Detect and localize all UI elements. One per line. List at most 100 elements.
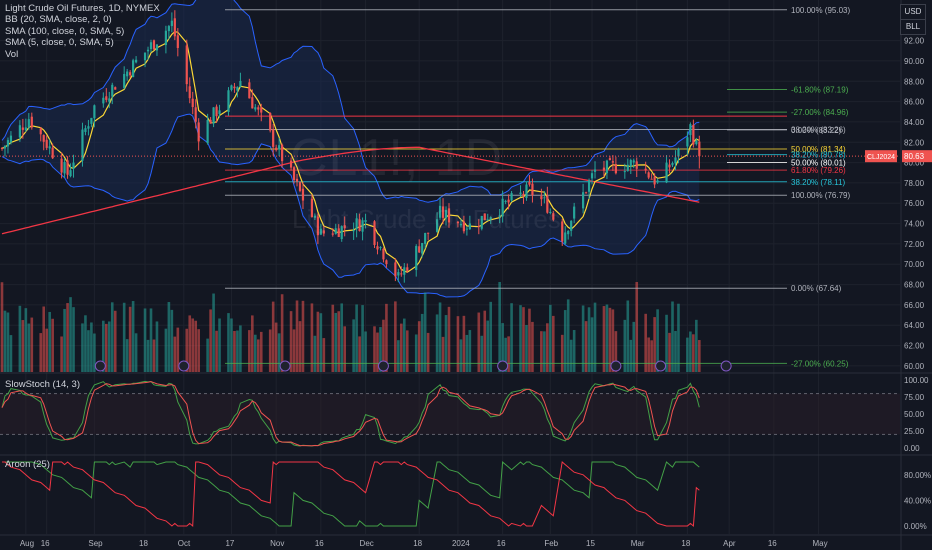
volume-bar <box>584 321 588 372</box>
candle-body <box>51 147 54 159</box>
candle-body <box>298 182 302 191</box>
volume-bar <box>295 300 299 372</box>
candle-body <box>30 116 33 128</box>
candle-body <box>587 180 591 192</box>
volume-bar <box>656 309 659 372</box>
volume-bar <box>110 302 114 372</box>
fib-level-label: 0.00% (67.64) <box>791 284 842 293</box>
volume-bar <box>316 311 320 372</box>
candle-body <box>149 42 153 50</box>
candle-body <box>653 176 656 185</box>
volume-bar <box>531 321 534 372</box>
volume-bar <box>292 329 296 372</box>
volume-bar <box>113 310 117 372</box>
candle-body <box>590 173 594 179</box>
time-axis-tick: 18 <box>139 539 148 548</box>
candle-body <box>257 107 260 110</box>
fib-level-label: 50.00% (80.01) <box>791 158 846 167</box>
volume-bar <box>543 331 546 372</box>
volume-bar <box>549 304 552 372</box>
price-tag-symbol-bg <box>865 150 897 163</box>
candle-body <box>114 87 117 90</box>
volume-bar <box>653 317 656 372</box>
candle-body <box>3 145 7 149</box>
stoch-band <box>0 393 900 435</box>
candle-body <box>543 197 546 199</box>
volume-bar <box>0 282 4 372</box>
legend-indicator[interactable]: BB (20, SMA, close, 2, 0) <box>5 14 112 26</box>
candle-body <box>218 110 221 115</box>
volume-bar <box>379 327 382 372</box>
candle-body <box>185 45 188 85</box>
volume-bar <box>629 339 633 372</box>
currency-bll-button[interactable]: BLL <box>900 19 926 35</box>
aroon-axis-tick: 80.00% <box>904 471 931 480</box>
event-marker-icon <box>94 360 106 372</box>
candle-body <box>623 171 626 173</box>
stoch-axis-tick: 25.00 <box>904 427 925 436</box>
candle-body <box>90 117 93 124</box>
volume-bar <box>3 310 7 372</box>
time-axis-tick: Mar <box>631 539 645 548</box>
bollinger-upper-line <box>1 0 700 203</box>
currency-usd-button[interactable]: USD <box>900 4 926 20</box>
candle-body <box>295 178 299 182</box>
candle-body <box>644 168 647 171</box>
price-axis-tick: 68.00 <box>904 281 925 290</box>
aroon-pane-label[interactable]: Aroon (25) <box>5 459 50 470</box>
candle-body <box>611 161 614 163</box>
volume-bar <box>66 303 69 372</box>
legend-title[interactable]: Light Crude Oil Futures, 1D, NYMEX <box>5 3 160 14</box>
candle-body <box>72 162 75 169</box>
volume-bar <box>420 313 424 372</box>
candle-body <box>489 217 492 220</box>
volume-bar <box>259 331 263 372</box>
volume-bar <box>322 338 326 372</box>
aroon-axis-tick: 40.00% <box>904 496 931 505</box>
volume-bar <box>358 336 361 372</box>
candle-body <box>546 195 549 213</box>
event-marker-icon <box>720 360 732 372</box>
volume-bar <box>519 305 522 372</box>
volume-bar <box>170 309 174 372</box>
candle-body <box>108 98 111 102</box>
volume-bar <box>674 330 677 372</box>
candle-body <box>379 246 382 248</box>
volume-bar <box>489 301 493 372</box>
legend-indicator[interactable]: SMA (5, close, 0, SMA, 5) <box>5 37 114 49</box>
legend-indicator[interactable]: SMA (100, close, 0, SMA, 5) <box>5 25 125 37</box>
time-axis-tick: Dec <box>360 539 374 548</box>
candle-body <box>629 159 632 167</box>
candle-body <box>465 228 468 230</box>
stoch-pane-label[interactable]: SlowStoch (14, 3) <box>5 379 80 390</box>
volume-bar <box>39 333 43 372</box>
fib-level-label: 38.20% (83.26) <box>791 125 846 134</box>
volume-bar <box>277 333 281 372</box>
candle-body <box>698 141 701 157</box>
candle-body <box>406 267 409 271</box>
candle-body <box>582 192 585 209</box>
candle-body <box>66 160 69 175</box>
time-axis-tick: Nov <box>270 539 284 548</box>
candle-body <box>373 221 376 245</box>
volume-bar <box>107 321 111 372</box>
volume-bar <box>608 307 612 372</box>
fib-level-label: 50.00% (81.34) <box>791 145 846 154</box>
volume-bar <box>331 304 335 372</box>
candle-body <box>27 119 30 128</box>
candle-body <box>69 170 72 177</box>
volume-bar <box>45 328 48 372</box>
legend-indicator[interactable]: Vol <box>5 48 19 60</box>
volume-bar <box>254 334 257 372</box>
candle-body <box>668 164 671 168</box>
candle-body <box>364 219 367 223</box>
candle-body <box>301 188 305 201</box>
volume-bar <box>456 316 460 372</box>
volume-bar <box>128 306 132 372</box>
volume-bar <box>355 304 358 372</box>
time-axis-tick: 16 <box>41 539 50 548</box>
volume-bar <box>650 340 653 372</box>
volume-bar <box>218 318 221 372</box>
candle-body <box>456 221 460 224</box>
